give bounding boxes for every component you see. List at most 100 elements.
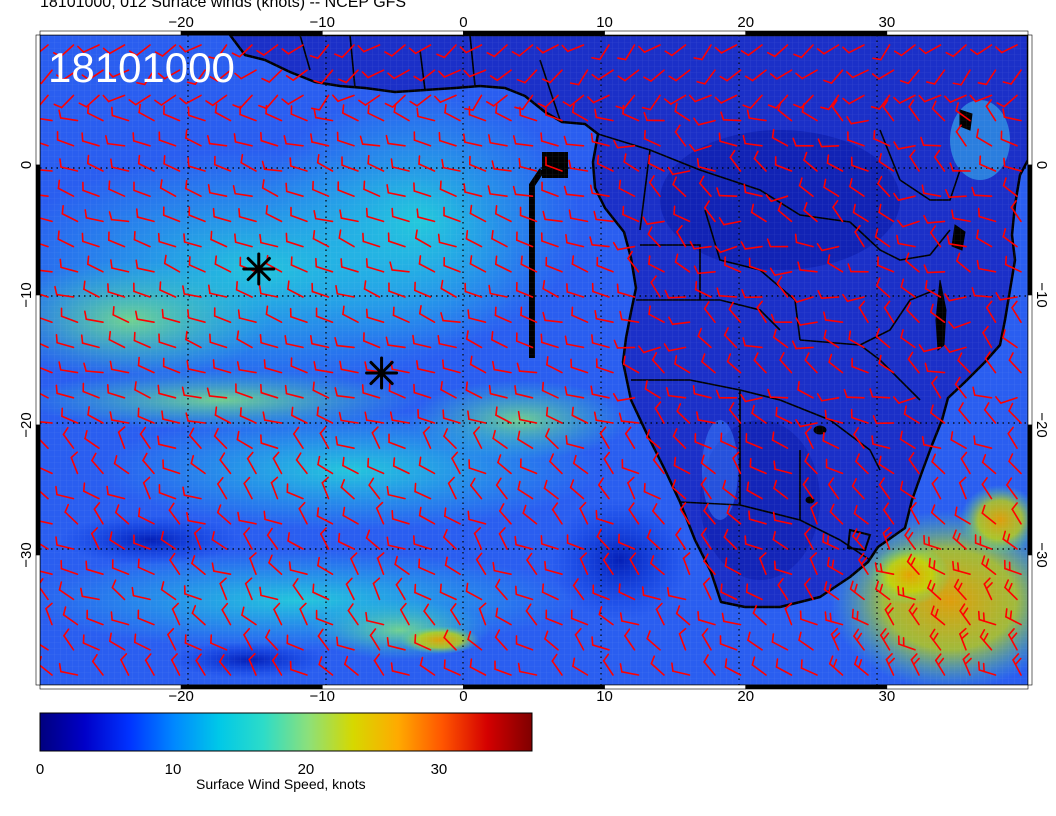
wind-barb [638, 345, 661, 354]
wind-barb [268, 554, 283, 576]
wind-barb [85, 560, 104, 576]
wind-barb [590, 385, 610, 399]
wind-barb [693, 117, 716, 126]
wind-barb [186, 511, 206, 525]
wind-barb [444, 103, 461, 122]
wind-barb [137, 609, 155, 626]
wind-barb [648, 305, 665, 324]
wind-barb [499, 503, 512, 525]
wind-barb [443, 529, 457, 550]
wind-barb [286, 634, 304, 651]
wind-barb [598, 477, 610, 500]
wind-barb [515, 332, 534, 349]
wind-barb [465, 381, 483, 399]
wind-barb [551, 653, 563, 676]
wind-barb [618, 412, 640, 424]
wind-barb [195, 653, 206, 676]
wind-barb [951, 209, 971, 223]
wind-barb [339, 209, 359, 223]
wind-barb [883, 300, 895, 324]
wind-barb [752, 604, 767, 626]
wind-barb [971, 287, 993, 298]
wind-barb [846, 116, 869, 125]
wind-barb [616, 283, 636, 298]
wind-barb [270, 476, 279, 500]
wind-barb [514, 535, 534, 550]
wind-barb [746, 109, 767, 122]
wind-barb [213, 307, 232, 324]
wind-barb [188, 427, 202, 450]
wind-barb [543, 479, 559, 500]
wind-barb [769, 267, 793, 276]
wind-barb [797, 381, 814, 399]
wind-barb [663, 94, 687, 105]
wind-barb [438, 131, 457, 147]
wind-barb [1005, 608, 1022, 626]
wind-barb [337, 532, 355, 550]
wind-barb [1003, 559, 1022, 576]
wind-barb [313, 69, 334, 85]
wind-barb [137, 154, 155, 172]
wind-barb [58, 361, 79, 374]
wind-barb [798, 177, 814, 197]
wind-barb [816, 243, 840, 252]
wind-barb [365, 529, 381, 550]
wind-barb [340, 258, 359, 273]
wind-barb [40, 243, 49, 248]
wind-barb [416, 360, 436, 374]
lat-tick-right: −20 [1033, 412, 1050, 437]
lon-tick-top: 20 [737, 14, 754, 31]
wind-barb [332, 94, 355, 103]
wind-barb [918, 94, 942, 103]
wind-barb [644, 380, 661, 399]
wind-barb [298, 501, 308, 525]
wind-barb [617, 44, 636, 61]
wind-barb [909, 502, 920, 525]
wind-barb [729, 149, 742, 172]
wind-barb [207, 284, 228, 298]
wind-barb [61, 205, 79, 223]
wind-barb [696, 157, 716, 172]
wind-barb [418, 255, 436, 273]
wind-barb [418, 456, 436, 475]
wind-barb [995, 44, 1018, 54]
wind-barb [414, 229, 432, 248]
wind-barb [703, 301, 716, 324]
wind-barb [726, 504, 742, 525]
wind-barb [650, 275, 661, 298]
wind-barb [957, 352, 971, 374]
wind-barb [1002, 69, 1022, 85]
wind-barb [495, 104, 512, 122]
wind-barb [855, 453, 869, 475]
wind-barb [545, 156, 563, 172]
wind-barb [617, 69, 640, 82]
wind-barb [317, 556, 334, 576]
wind-barb [162, 206, 181, 223]
wind-barb [40, 117, 53, 122]
wind-barb [798, 631, 814, 651]
wind-barb [128, 94, 151, 106]
wind-barb [574, 627, 585, 651]
wind-barb [715, 389, 738, 399]
wind-barb [908, 452, 920, 475]
wind-barb [281, 44, 304, 55]
wind-barb [678, 627, 687, 651]
wind-barb [1007, 426, 1018, 450]
wind-barb [212, 359, 232, 374]
wind-barb [773, 560, 793, 576]
wind-barb [260, 131, 279, 147]
wind-barb [536, 44, 559, 54]
lon-tick-top: 0 [459, 14, 467, 31]
wind-barb [804, 577, 814, 601]
wind-barb [467, 630, 483, 651]
wind-barb [62, 606, 79, 626]
wind-barb [361, 69, 385, 79]
wind-barb [716, 187, 738, 197]
wind-barb [82, 382, 100, 399]
wind-barb [495, 578, 508, 601]
wind-barb [365, 207, 385, 223]
wind-barb [589, 184, 610, 197]
wind-barb [137, 356, 155, 374]
wind-barb [416, 208, 436, 223]
wind-barb [112, 306, 130, 324]
